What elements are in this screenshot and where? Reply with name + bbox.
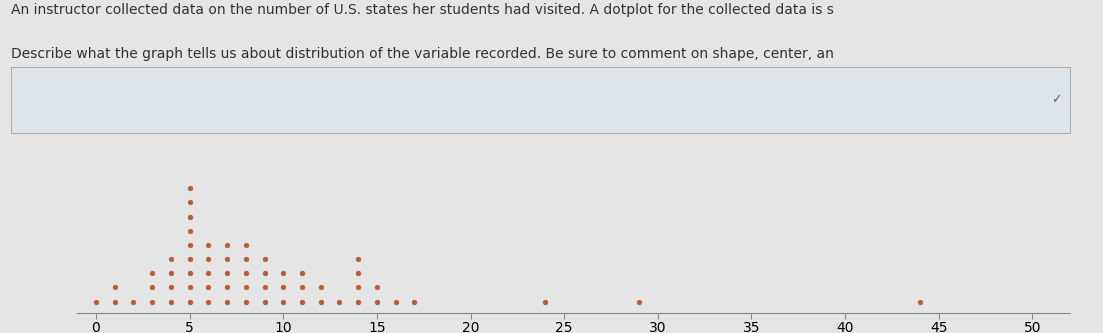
Text: ✓: ✓ <box>1051 93 1061 107</box>
Text: An instructor collected data on the number of U.S. states her students had visit: An instructor collected data on the numb… <box>11 3 834 17</box>
Text: Describe what the graph tells us about distribution of the variable recorded. Be: Describe what the graph tells us about d… <box>11 47 834 61</box>
